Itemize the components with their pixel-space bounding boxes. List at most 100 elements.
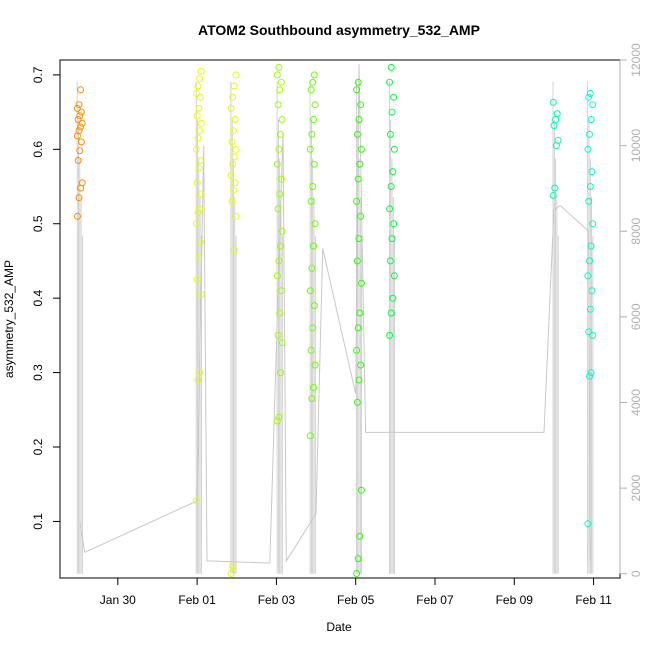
data-point [77,108,85,116]
data-point [587,116,595,123]
data-point [586,130,593,138]
data-point [308,395,316,403]
secondary-line-path [79,64,591,564]
y2-tick-label: 0 [629,570,643,577]
data-point [354,175,362,183]
data-point [197,67,205,75]
x-axis: Jan 30 Feb 01 Feb 03 Feb 05 Feb 07 Feb 09 Feb … [100,578,612,607]
data-point [310,160,318,168]
data-point [229,93,237,101]
secondary-line [76,64,594,574]
data-point [278,116,286,123]
data-point [230,153,238,161]
data-point [552,116,560,123]
data-point [195,104,203,112]
data-point [584,520,592,528]
data-point [586,305,594,313]
data-point [588,287,596,295]
data-point [310,116,317,123]
data-point [76,147,84,155]
data-point [273,160,281,168]
y2-tick-label: 8000 [629,218,643,245]
plot-frame [59,59,621,579]
data-point [354,324,362,332]
data-point [75,194,83,202]
data-point [387,183,395,190]
data-point [194,134,202,142]
data-point [73,104,81,112]
data-point [357,212,365,220]
data-point [230,82,238,90]
data-point [196,238,204,246]
x-tick-label: Feb 05 [337,593,375,607]
data-point [584,272,592,280]
data-point [230,127,237,135]
data-point [310,71,318,79]
data-point [197,119,205,127]
data-point [390,220,398,228]
data-point [231,116,239,123]
data-point [586,90,594,97]
data-point [389,294,397,302]
data-point [231,179,239,187]
data-point [307,346,315,354]
data-point [311,101,319,109]
data-point [78,119,86,127]
data-point [227,104,235,112]
data-point [307,86,315,94]
data-point [386,130,394,138]
data-point [278,339,286,347]
data-point [306,287,314,295]
data-point [588,168,596,176]
data-point [554,136,562,144]
data-point [232,145,240,153]
data-point [230,246,238,254]
data-point [227,570,235,577]
data-point [277,175,285,183]
data-point [353,570,361,577]
data-point [388,108,396,116]
data-point [311,220,319,228]
data-point [197,190,205,198]
data-point [275,413,283,421]
y2-tick-label: 10000 [629,129,643,163]
data-point [196,157,204,164]
data-point [273,272,281,280]
data-point [549,192,557,199]
y-axis-label: asymmetry_532_AMP [2,260,16,378]
data-point [274,205,282,213]
data-point [586,183,594,190]
data-point [309,324,317,332]
data-point [585,328,593,336]
chart-title: ATOM2 Southbound asymmetry_532_AMP [198,22,480,38]
data-point [309,78,317,86]
data-point [195,253,203,261]
data-point [589,101,597,109]
data-point [390,272,398,280]
data-point [587,242,595,250]
data-point [310,242,317,250]
data-point [229,160,237,168]
data-point [585,197,593,205]
data-point [197,290,205,298]
data-point [388,235,396,243]
data-point [196,205,204,213]
data-point [353,130,361,138]
y-tick-label: 0.7 [31,66,45,83]
data-point [357,361,365,369]
data-point [311,361,319,369]
data-point [551,184,559,192]
data-point [310,384,317,391]
y2-tick-label: 6000 [629,303,643,330]
data-point [355,235,363,243]
data-point [278,227,286,235]
data-point [277,242,284,250]
data-point [274,101,282,109]
data-point [192,145,200,153]
data-point [192,497,200,505]
y-tick-label: 0.2 [31,438,45,455]
data-point [192,90,200,97]
data-point [353,197,361,205]
y2-tick-label: 4000 [629,389,643,416]
